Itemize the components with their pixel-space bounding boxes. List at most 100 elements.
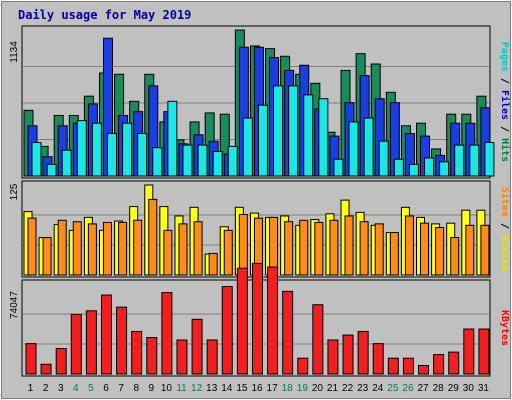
bar-sites-day-19 xyxy=(299,219,309,276)
bar-sites-day-13 xyxy=(208,252,218,276)
bar-sites-day-26 xyxy=(404,215,414,276)
bar-kbytes-day-20 xyxy=(312,304,324,375)
bar-kbytes-day-27 xyxy=(418,364,430,375)
bar-sites-day-4 xyxy=(72,221,82,276)
bar-sites-day-14 xyxy=(223,229,233,276)
x-tick-label-day-19: 19 xyxy=(297,383,309,394)
bar-kbytes-day-25 xyxy=(387,357,399,375)
bar-sites-day-17 xyxy=(269,216,279,276)
bar-sites-day-31 xyxy=(480,224,490,276)
bar-sites-day-3 xyxy=(57,219,67,276)
legend-hits-files-pages: Pages / Files / Hits xyxy=(499,42,511,162)
bar-kbytes-day-24 xyxy=(372,343,384,375)
bar-kbytes-day-12 xyxy=(191,318,203,375)
bar-sites-day-11 xyxy=(178,223,188,276)
x-tick-label-day-2: 2 xyxy=(43,383,49,394)
bar-kbytes-day-19 xyxy=(297,357,309,375)
bar-kbytes-day-14 xyxy=(221,285,233,375)
bar-pages-day-25 xyxy=(393,158,404,177)
x-tick-label-day-1: 1 xyxy=(28,383,34,394)
x-tick-label-day-6: 6 xyxy=(103,383,109,394)
x-tick-label-day-21: 21 xyxy=(327,383,339,394)
x-tick-label-day-12: 12 xyxy=(191,383,203,394)
bar-pages-day-11 xyxy=(182,144,193,177)
bar-pages-day-5 xyxy=(91,122,102,177)
bar-sites-day-28 xyxy=(435,226,445,276)
bar-kbytes-day-4 xyxy=(70,313,82,375)
x-tick-label-day-26: 26 xyxy=(402,383,414,394)
bar-pages-day-18 xyxy=(288,85,299,177)
bar-pages-day-8 xyxy=(137,133,148,177)
legend-separator: / xyxy=(499,120,510,138)
x-tick-label-day-22: 22 xyxy=(342,383,354,394)
bar-sites-day-7 xyxy=(118,221,128,276)
bar-sites-day-25 xyxy=(389,232,399,276)
x-tick-label-day-5: 5 xyxy=(88,383,94,394)
x-tick-label-day-29: 29 xyxy=(448,383,460,394)
bar-pages-day-31 xyxy=(484,142,495,177)
bar-kbytes-day-17 xyxy=(267,266,279,375)
bar-pages-day-30 xyxy=(469,144,480,177)
bar-sites-day-21 xyxy=(329,219,339,276)
legend-separator: / xyxy=(499,72,510,90)
bar-kbytes-day-15 xyxy=(236,267,248,375)
bar-pages-day-10 xyxy=(167,100,178,177)
bar-pages-day-1 xyxy=(31,142,42,177)
bar-pages-day-21 xyxy=(333,158,344,177)
x-tick-label-day-20: 20 xyxy=(312,383,324,394)
bar-kbytes-day-22 xyxy=(342,334,354,375)
x-tick-label-day-3: 3 xyxy=(58,383,64,394)
bar-sites-day-23 xyxy=(359,221,369,276)
y-max-label-hits-files-pages: 1134 xyxy=(9,41,20,63)
bar-sites-day-5 xyxy=(87,223,97,276)
bar-pages-day-20 xyxy=(318,98,329,177)
legend-item-visits: Visits xyxy=(499,235,511,271)
x-tick-label-day-15: 15 xyxy=(236,383,248,394)
x-tick-label-day-24: 24 xyxy=(372,383,384,394)
legend-visits-sites: Sites / Visits xyxy=(499,187,511,271)
bar-kbytes-day-16 xyxy=(251,262,263,375)
bar-pages-day-17 xyxy=(273,85,284,177)
bar-pages-day-2 xyxy=(46,163,57,177)
bar-sites-day-2 xyxy=(42,237,52,276)
bar-pages-day-19 xyxy=(303,94,314,177)
x-tick-label-day-11: 11 xyxy=(176,383,187,394)
bar-kbytes-day-1 xyxy=(25,343,37,375)
bar-sites-day-1 xyxy=(27,217,37,276)
y-max-label-kbytes: 74047 xyxy=(9,291,20,319)
bar-kbytes-day-31 xyxy=(478,328,490,375)
bar-pages-day-7 xyxy=(122,122,133,177)
bar-pages-day-22 xyxy=(348,121,359,177)
bar-kbytes-day-30 xyxy=(463,328,475,375)
x-tick-label-day-28: 28 xyxy=(433,383,445,394)
y-max-label-visits-sites: 125 xyxy=(9,183,20,200)
x-tick-label-day-25: 25 xyxy=(387,383,399,394)
bar-kbytes-day-2 xyxy=(40,363,52,375)
bar-sites-day-27 xyxy=(420,222,430,276)
x-tick-label-day-30: 30 xyxy=(463,383,475,394)
x-tick-label-day-4: 4 xyxy=(73,383,79,394)
x-tick-label-day-8: 8 xyxy=(133,383,139,394)
bar-kbytes-day-18 xyxy=(282,290,294,375)
bar-pages-day-23 xyxy=(363,117,374,177)
bar-sites-day-8 xyxy=(133,219,143,276)
legend-separator: / xyxy=(499,217,510,235)
bar-kbytes-day-11 xyxy=(176,339,188,375)
bar-pages-day-6 xyxy=(106,133,117,177)
x-tick-label-day-16: 16 xyxy=(251,383,263,394)
bar-kbytes-day-8 xyxy=(131,330,143,375)
bar-pages-day-24 xyxy=(378,140,389,177)
bar-kbytes-day-6 xyxy=(100,294,112,375)
x-tick-label-day-9: 9 xyxy=(149,383,155,394)
x-tick-label-day-7: 7 xyxy=(118,383,124,394)
bar-pages-day-3 xyxy=(61,149,72,177)
x-tick-label-day-17: 17 xyxy=(267,383,279,394)
legend-kbytes: KBytes xyxy=(499,310,510,346)
x-tick-label-day-27: 27 xyxy=(418,383,430,394)
bar-pages-day-12 xyxy=(197,144,208,177)
x-tick-label-day-10: 10 xyxy=(161,383,173,394)
bar-pages-day-28 xyxy=(439,161,450,177)
bar-pages-day-29 xyxy=(454,144,465,177)
